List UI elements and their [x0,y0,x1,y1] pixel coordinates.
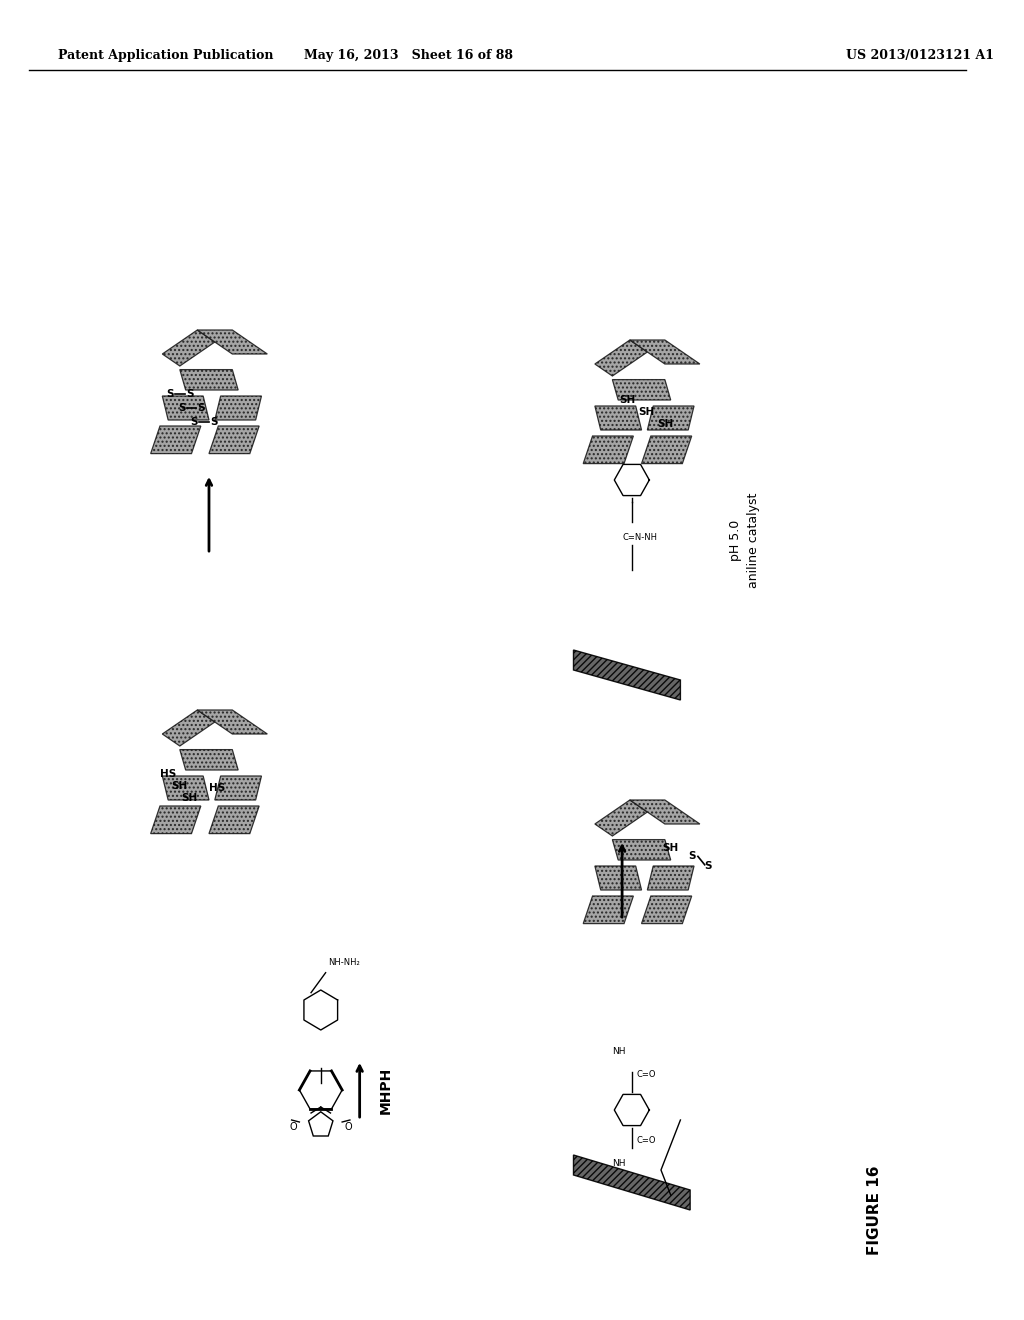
Text: NH: NH [612,1159,626,1168]
Polygon shape [584,436,634,463]
Polygon shape [163,396,209,420]
Polygon shape [198,330,267,354]
Text: SH: SH [181,792,198,803]
Text: S: S [166,388,174,399]
Polygon shape [180,750,239,770]
Text: HS: HS [160,768,176,779]
Polygon shape [595,866,641,890]
Text: US 2013/0123121 A1: US 2013/0123121 A1 [846,49,993,62]
Polygon shape [151,426,201,454]
Text: S: S [178,403,185,413]
Polygon shape [573,1155,690,1210]
Polygon shape [163,776,209,800]
Text: SH: SH [663,843,679,853]
Text: MHPH: MHPH [379,1067,393,1114]
Polygon shape [595,341,647,376]
Text: S: S [198,403,205,413]
Polygon shape [647,866,694,890]
Text: SH: SH [618,395,635,405]
Polygon shape [647,407,694,430]
Text: NH: NH [612,1047,626,1056]
Text: S: S [703,861,712,871]
Polygon shape [573,649,680,700]
Text: C=O: C=O [637,1071,656,1078]
Text: SH: SH [657,418,674,429]
Text: pH 5.0: pH 5.0 [729,519,742,561]
Text: aniline catalyst: aniline catalyst [746,492,760,587]
Text: S: S [185,388,194,399]
Polygon shape [612,380,671,400]
Text: Patent Application Publication: Patent Application Publication [58,49,273,62]
Polygon shape [595,407,641,430]
Polygon shape [151,807,201,834]
Text: HS: HS [209,783,225,793]
Polygon shape [215,396,261,420]
Text: FIGURE 16: FIGURE 16 [867,1166,883,1255]
Text: S: S [688,851,696,862]
Polygon shape [584,896,634,924]
Text: O: O [344,1122,352,1133]
Polygon shape [209,426,259,454]
Polygon shape [641,896,691,924]
Text: S: S [210,417,217,428]
Polygon shape [209,807,259,834]
Text: C=N-NH: C=N-NH [623,533,657,543]
Text: May 16, 2013   Sheet 16 of 88: May 16, 2013 Sheet 16 of 88 [304,49,513,62]
Text: NH-NH₂: NH-NH₂ [329,958,360,966]
Text: S: S [190,417,199,428]
Polygon shape [630,800,699,824]
Polygon shape [180,370,239,389]
Polygon shape [641,436,691,463]
Polygon shape [595,800,647,836]
Polygon shape [215,776,261,800]
Polygon shape [163,710,215,746]
Text: O: O [290,1122,297,1133]
Polygon shape [198,710,267,734]
Text: SH: SH [638,407,654,417]
Text: C=O: C=O [637,1137,656,1144]
Polygon shape [630,341,699,364]
Polygon shape [163,330,215,366]
Polygon shape [612,840,671,861]
Text: SH: SH [172,780,188,791]
